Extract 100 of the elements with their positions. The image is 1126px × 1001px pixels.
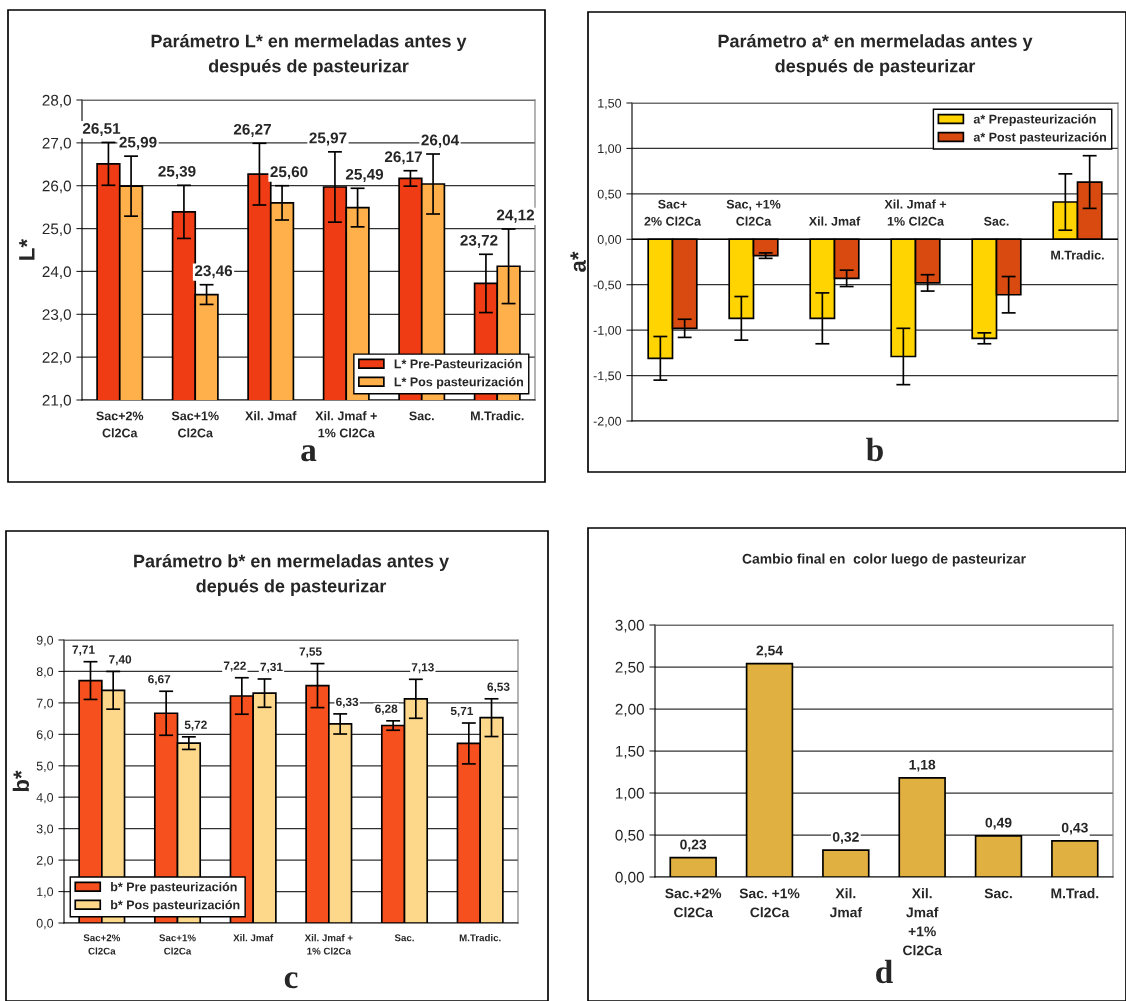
- data-label: 7,40: [109, 655, 132, 666]
- data-label: 6,53: [487, 682, 510, 693]
- chart-title: Cambio final en color luego de pasteurizar: [742, 553, 1026, 567]
- data-label: 6,67: [148, 675, 171, 686]
- y-tick-label: 2,0: [36, 855, 54, 867]
- y-tick-label: 0,00: [597, 235, 622, 246]
- legend-label: b* Pre pasteurización: [111, 881, 237, 894]
- data-label: 0,49: [985, 817, 1012, 830]
- data-label: 23,72: [460, 234, 498, 248]
- y-tick-label: 9,0: [36, 635, 54, 647]
- x-tick-label: Xil. Jmaf: [233, 934, 274, 942]
- legend-label: a* Post pasteurización: [973, 132, 1106, 145]
- x-tick-label: Sac.+2% Cl2Ca: [665, 888, 722, 918]
- data-label: 25,49: [345, 168, 384, 182]
- y-tick-label: 22,0: [42, 352, 71, 365]
- text: d: [876, 959, 893, 984]
- data-label: 7,13: [411, 663, 434, 674]
- y-tick-label: 24,0: [42, 266, 71, 279]
- data-label: 1,18: [909, 759, 936, 772]
- y-axis-title: L*: [19, 238, 35, 260]
- data-label: 7,31: [260, 662, 283, 673]
- y-tick-label: 28,0: [42, 94, 71, 108]
- data-label: 5,72: [184, 720, 207, 731]
- y-axis-title: a*: [570, 251, 586, 272]
- y-tick-label: 1,50: [598, 98, 622, 110]
- data-label: 5,71: [450, 706, 474, 717]
- data-label: 26,17: [384, 151, 422, 165]
- x-tick-label: M.Trad.: [1051, 888, 1099, 899]
- x-tick-label: Sac.: [409, 411, 434, 421]
- y-tick-label: 21,0: [42, 394, 71, 408]
- data-label: 26,51: [82, 123, 121, 137]
- y-axis-title: b*: [12, 770, 30, 792]
- y-tick-label: -1,00: [593, 325, 622, 337]
- legend-label: L* Pre-Pasteurización: [394, 358, 522, 369]
- y-tick-label: 6,0: [36, 730, 54, 741]
- x-tick-label: Sac. +1% Cl2Ca: [739, 888, 800, 918]
- x-tick-label: Xil. Jmaf + 1% Cl2Ca: [315, 411, 377, 438]
- y-tick-label: -2,00: [593, 416, 622, 428]
- y-tick-label: 8,0: [36, 667, 54, 678]
- y-tick-label: 0,00: [615, 871, 644, 885]
- legend-label: L* Pos pasteurización: [394, 376, 523, 389]
- chart-title: Parámetro L* en mermeladas antes y después de pasteurizar: [151, 34, 467, 76]
- data-label: 7,71: [72, 645, 95, 656]
- legend-label: a* Prepasteurización: [973, 114, 1096, 127]
- data-label: 0,32: [832, 831, 859, 844]
- data-label: 26,27: [233, 123, 271, 137]
- x-tick-label: Xil. Jmaf: [808, 216, 861, 226]
- text: a: [301, 445, 317, 462]
- y-tick-label: 5,0: [36, 761, 54, 772]
- y-tick-label: -1,50: [593, 371, 622, 382]
- y-tick-label: 0,50: [615, 829, 644, 843]
- x-tick-label: Sac.: [394, 934, 414, 942]
- x-tick-label: Sac.: [984, 216, 1009, 226]
- y-tick-label: 1,0: [37, 887, 54, 898]
- data-label: 0,43: [1061, 822, 1088, 835]
- y-tick-label: 7,0: [36, 698, 54, 710]
- x-tick-label: Sac+1% Cl2Ca: [159, 934, 196, 955]
- x-tick-label: Sac, +1% Cl2Ca: [726, 199, 781, 226]
- data-label: 26,04: [421, 134, 460, 148]
- x-tick-label: Xil. Jmaf +1% Cl2Ca: [903, 888, 942, 956]
- chart-title: Parámetro a* en mermeladas antes y después de pasteurizar: [718, 34, 1033, 76]
- x-tick-label: Xil. Jmaf + 1% Cl2Ca: [884, 199, 947, 226]
- data-label: 0,23: [680, 839, 707, 852]
- x-tick-label: Sac+ 2% Cl2Ca: [644, 199, 702, 226]
- data-label: 24,12: [496, 209, 535, 223]
- text: c: [284, 972, 298, 989]
- data-label: 25,97: [309, 132, 347, 146]
- x-tick-label: Sac+2% Cl2Ca: [83, 934, 121, 955]
- data-label: 25,39: [158, 165, 196, 179]
- y-tick-label: 1,50: [616, 745, 644, 759]
- x-tick-label: Sac.: [984, 888, 1012, 899]
- data-label: 7,55: [299, 647, 322, 658]
- y-tick-label: 27,0: [42, 137, 71, 151]
- data-label: 6,33: [336, 697, 359, 708]
- y-tick-label: 1,00: [616, 787, 644, 801]
- y-tick-label: 0,0: [36, 918, 54, 930]
- y-tick-label: 0,50: [597, 189, 622, 200]
- y-tick-label: 26,0: [42, 180, 71, 194]
- y-tick-label: 25,0: [42, 223, 71, 237]
- y-tick-label: 3,00: [615, 619, 644, 633]
- x-tick-label: M.Tradic.: [459, 934, 501, 942]
- x-tick-label: Sac+1% Cl2Ca: [171, 411, 219, 438]
- data-label: 25,99: [119, 136, 157, 150]
- data-label: 23,46: [194, 265, 233, 279]
- data-label: 25,60: [270, 166, 308, 180]
- chart-title: Parámetro b* en mermeladas antes y depués de pasteurizar: [134, 554, 449, 596]
- y-tick-label: 1,00: [598, 144, 622, 155]
- y-tick-label: 2,00: [615, 703, 644, 717]
- y-tick-label: 2,50: [615, 661, 644, 675]
- data-label: 7,22: [223, 661, 246, 672]
- x-tick-label: Xil. Jmaf + 1% Cl2Ca: [304, 934, 353, 955]
- x-tick-label: Xil. Jmaf: [245, 411, 297, 421]
- y-tick-label: 4,0: [36, 793, 54, 804]
- x-tick-label: M.Tradic.: [471, 411, 524, 421]
- text: b: [866, 437, 883, 462]
- legend-label: b* Pos pasteurización: [111, 899, 240, 912]
- y-tick-label: 23,0: [42, 309, 71, 322]
- y-tick-label: -0,50: [593, 280, 622, 291]
- x-tick-label: M.Tradic.: [1051, 250, 1104, 260]
- x-tick-label: Xil. Jmaf: [829, 888, 863, 918]
